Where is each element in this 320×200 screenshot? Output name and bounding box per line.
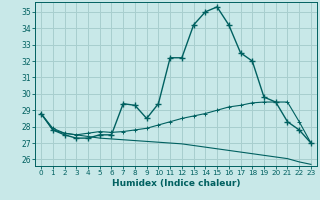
X-axis label: Humidex (Indice chaleur): Humidex (Indice chaleur) [112, 179, 240, 188]
